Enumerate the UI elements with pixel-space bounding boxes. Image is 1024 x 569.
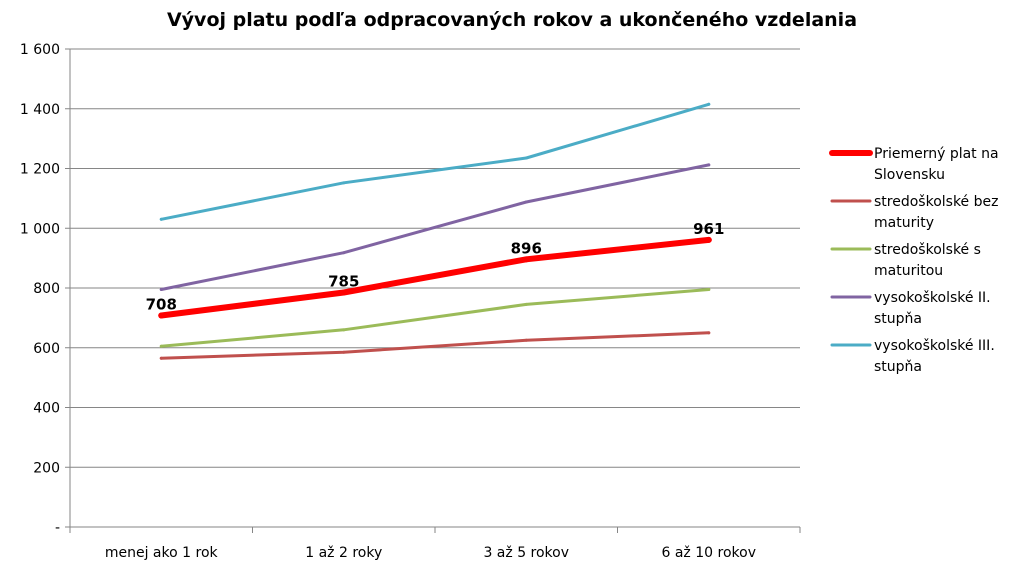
legend-label: maturitou: [874, 263, 943, 279]
x-tick-label: menej ako 1 rok: [105, 545, 219, 561]
data-point: [159, 344, 163, 348]
data-point: [342, 328, 346, 332]
legend-label: Slovensku: [874, 167, 945, 183]
data-point: [524, 302, 528, 306]
data-point: [707, 102, 711, 106]
data-label: 785: [328, 272, 359, 290]
data-point: [705, 236, 712, 243]
y-tick-label: 800: [33, 281, 60, 297]
y-tick-label: 600: [33, 341, 60, 357]
legend-label: Priemerný plat na: [874, 146, 999, 162]
data-point: [342, 181, 346, 185]
data-point: [158, 312, 165, 319]
y-tick-label: 1 000: [20, 221, 60, 237]
axes: [65, 48, 801, 533]
data-point: [707, 163, 711, 167]
legend-label: stredoškolské s: [874, 242, 981, 258]
legend-label: vysokoškolské II.: [874, 290, 991, 306]
y-tick-label: 400: [33, 401, 60, 417]
y-tick-label: 1 400: [20, 102, 60, 118]
data-point: [340, 289, 347, 296]
x-tick-label: 3 až 5 rokov: [483, 545, 569, 561]
legend-label: stupňa: [874, 359, 922, 375]
gridlines: [70, 48, 800, 468]
legend-label: stredoškolské bez: [874, 194, 998, 210]
y-tick-label: 1 200: [20, 162, 60, 178]
data-label: 961: [693, 220, 724, 238]
data-point: [524, 200, 528, 204]
series-line-2: [159, 288, 711, 348]
x-axis-tick-labels: menej ako 1 rok 1 až 2 roky 3 až 5 rokov 6 …: [105, 545, 756, 561]
data-point: [524, 156, 528, 160]
legend-label: vysokoškolské III.: [874, 338, 995, 354]
y-tick-label: -: [55, 520, 60, 536]
data-point: [523, 256, 530, 263]
series-lines: [158, 102, 712, 360]
legend-label: stupňa: [874, 311, 922, 327]
data-point: [159, 217, 163, 221]
data-point: [707, 331, 711, 335]
y-tick-label: 200: [33, 460, 60, 476]
legend-label: maturity: [874, 215, 934, 231]
y-axis-tick-labels: - 200 400 600 800 1 000 1 200 1 400 1 600: [20, 42, 60, 536]
legend: Priemerný plat na Slovensku stredoškolské …: [829, 146, 999, 375]
x-tick-label: 6 až 10 rokov: [662, 545, 756, 561]
y-tick-label: 1 600: [20, 42, 60, 58]
series-line-4: [159, 102, 711, 221]
data-point: [159, 356, 163, 360]
data-label: 708: [146, 295, 177, 313]
data-point: [159, 287, 163, 291]
data-point: [342, 251, 346, 255]
series-line-3: [159, 163, 711, 291]
data-point: [524, 338, 528, 342]
data-label: 896: [511, 239, 542, 257]
data-labels: 708 785 896 961: [146, 220, 725, 314]
chart-title: Vývoj platu podľa odpracovaných rokov a …: [167, 9, 857, 31]
data-point: [707, 287, 711, 291]
series-line-1: [159, 331, 711, 360]
series-line-0: [158, 236, 712, 319]
x-tick-label: 1 až 2 roky: [305, 545, 382, 561]
data-point: [342, 350, 346, 354]
